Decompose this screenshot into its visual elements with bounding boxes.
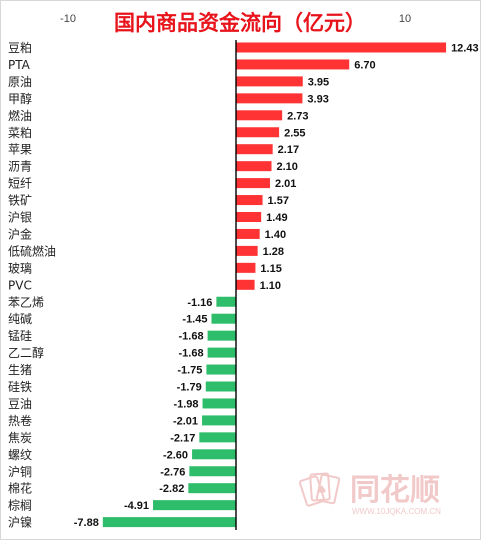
bar [188, 483, 236, 494]
category-label: PVC [8, 278, 32, 292]
bar [236, 161, 272, 172]
bar [192, 449, 236, 460]
value-label: -2.01 [173, 415, 198, 427]
category-label: 菜粕 [8, 125, 32, 140]
value-label: 1.10 [260, 280, 281, 292]
value-label: -1.16 [187, 297, 212, 309]
bar [236, 93, 303, 104]
value-label: 2.17 [278, 144, 299, 156]
category-label: 苹果 [8, 143, 32, 157]
bar [236, 212, 262, 222]
value-label: -1.75 [177, 365, 202, 377]
bar [236, 42, 447, 53]
category-label: 沥青 [8, 160, 32, 174]
category-label: 低硫燃油 [8, 243, 56, 258]
category-label: 焦炭 [8, 431, 32, 445]
svg-text:♠: ♠ [317, 483, 328, 497]
category-label: PTA [8, 58, 31, 72]
bar [236, 110, 283, 121]
bar [236, 127, 280, 138]
value-label: 1.49 [266, 212, 287, 224]
value-label: 3.95 [308, 76, 329, 88]
bar [236, 195, 263, 206]
value-label: -2.60 [163, 449, 188, 461]
category-label: 苯乙烯 [8, 295, 44, 309]
x-tick-label: -10 [60, 13, 76, 25]
category-label: 锰硅 [8, 328, 32, 343]
value-label: -2.76 [160, 466, 185, 478]
value-label: -7.88 [74, 517, 99, 529]
value-label: 1.40 [265, 229, 286, 241]
watermark-name: 同花顺 [350, 473, 440, 508]
category-label: 棉花 [8, 481, 32, 496]
category-label: 原油 [8, 75, 32, 89]
value-label: 2.10 [276, 161, 297, 173]
x-tick-label: 10 [399, 13, 411, 25]
watermark: ♠ 同花顺 WWW.10JQKA.COM.CN [298, 472, 441, 516]
value-label: 1.28 [263, 246, 284, 258]
category-label: 沪铜 [8, 464, 32, 479]
value-label: -1.45 [182, 314, 207, 326]
bar [205, 381, 236, 392]
value-label: 1.57 [268, 195, 289, 207]
bar [236, 245, 258, 256]
value-label: 2.73 [287, 110, 308, 122]
category-label: 豆油 [8, 397, 32, 411]
category-label: 燃油 [8, 108, 32, 123]
category-label: 螺纹 [8, 448, 32, 462]
bar [216, 296, 236, 307]
bar [236, 76, 303, 87]
watermark-url: WWW.10JQKA.COM.CN [352, 507, 441, 516]
category-label: 生猪 [8, 363, 32, 377]
category-label: 棕榈 [8, 498, 32, 513]
value-label: 1.15 [260, 263, 281, 275]
value-label: -4.91 [124, 500, 149, 512]
bar [236, 228, 260, 239]
bar [211, 313, 236, 324]
category-label: 乙二醇 [8, 345, 44, 360]
category-label: 沪镍 [8, 516, 32, 530]
category-label: 玻璃 [8, 261, 32, 275]
card-fan-icon: ♠ [298, 472, 341, 507]
category-label: 沪金 [8, 226, 32, 241]
value-label: -1.68 [179, 348, 204, 360]
bar [236, 59, 350, 70]
bar [153, 500, 236, 511]
bars-group: 豆粕 12.43 PTA 6.70 原油 3.95 甲醇 3.93 燃油 2.73 菜粕 2.55 苹果… [8, 40, 479, 530]
value-label: 12.43 [451, 43, 479, 55]
category-label: 纯碱 [8, 312, 32, 326]
chart-title: 国内商品资金流向（亿元） [114, 11, 366, 35]
bar [199, 432, 236, 443]
category-label: 豆粕 [8, 40, 32, 55]
value-label: -1.68 [179, 331, 204, 343]
value-label: 3.93 [307, 93, 328, 105]
category-label: 短纤 [8, 177, 32, 191]
bar [202, 398, 236, 409]
value-label: 2.55 [284, 127, 305, 139]
bar [207, 347, 236, 358]
bar [102, 517, 236, 528]
category-label: 热卷 [8, 413, 32, 428]
value-label: -2.82 [159, 483, 184, 495]
bar [236, 178, 270, 189]
value-label: 2.01 [275, 178, 296, 190]
category-label: 铁矿 [8, 194, 32, 208]
bar [189, 466, 236, 477]
bar [202, 415, 236, 426]
value-label: 6.70 [354, 59, 375, 71]
value-label: -2.17 [170, 432, 195, 444]
value-label: -1.98 [173, 398, 198, 410]
category-label: 甲醇 [8, 91, 32, 106]
bar [236, 144, 273, 155]
bar [236, 262, 256, 273]
bar [207, 330, 236, 341]
bar [236, 279, 255, 290]
category-label: 沪银 [8, 211, 32, 225]
bar [206, 364, 236, 375]
value-label: -1.79 [177, 382, 202, 394]
category-label: 硅铁 [8, 380, 32, 394]
